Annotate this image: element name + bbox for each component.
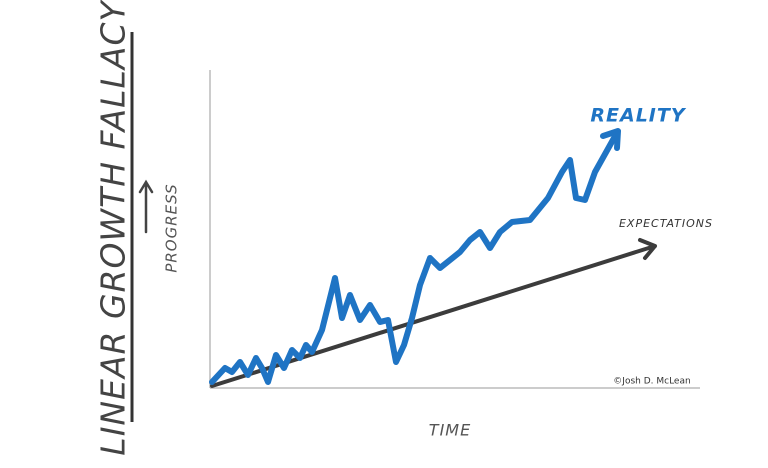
progress-arrow [138, 179, 154, 234]
y-axis-label: PROGRESS [163, 183, 181, 272]
reality-label: REALITY [590, 105, 686, 127]
reality-arrowhead [600, 128, 621, 151]
credit: ©Josh D. McLean [613, 377, 690, 387]
x-axis-label: TIME [429, 421, 471, 440]
reality-line [209, 135, 617, 385]
expectations-label: EXPECTATIONS [619, 217, 713, 230]
title: LINEAR GROWTH FALLACY [94, 0, 133, 456]
